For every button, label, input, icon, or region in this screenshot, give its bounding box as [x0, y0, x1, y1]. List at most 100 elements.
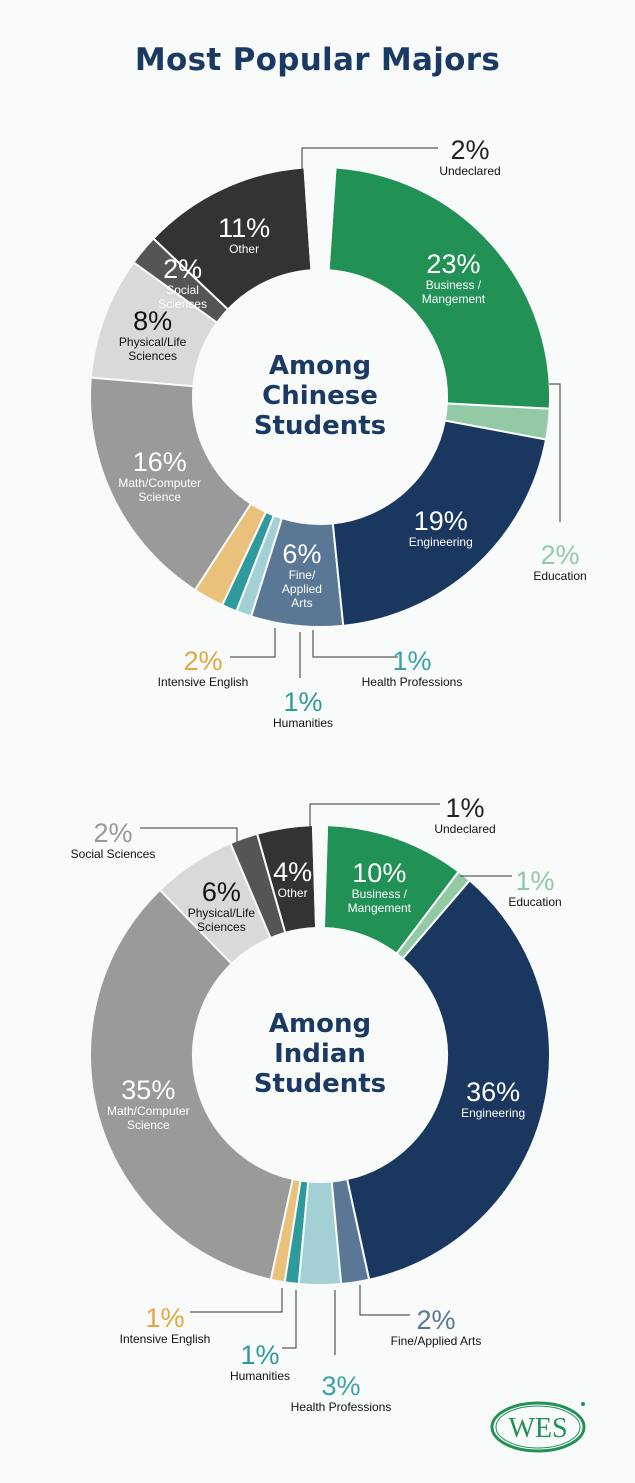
slice-business-mangement [327, 166, 551, 410]
slice-value: 1% [283, 687, 323, 717]
slice-fine-applied-arts [249, 516, 345, 628]
slice-value: 1% [445, 793, 485, 823]
slice-name: Mangement [347, 900, 411, 915]
slice-name: Business / [425, 278, 482, 293]
slice-undeclared [311, 823, 329, 930]
slice-label: 4% Other [273, 858, 312, 900]
slice-math-computer-science [89, 376, 253, 592]
center-line: Among [268, 1009, 372, 1039]
slice-name: Sciences [158, 297, 207, 312]
slice-value: 4% [273, 856, 313, 887]
slice-label: 19% Engineering [409, 507, 473, 549]
slice-name: Sciences [128, 349, 177, 363]
leader-line [301, 147, 438, 182]
slice-name: Math/Computer [106, 1103, 190, 1118]
slice-label: 2% Intensive English [158, 647, 249, 689]
slice-undeclared [303, 166, 337, 272]
slice-label: 8% Physical/Life Sciences [119, 307, 186, 363]
slice-name: Math/Computer [118, 475, 202, 490]
leader-line [549, 383, 561, 522]
slice-label: 1% Humanities [273, 688, 333, 730]
slice-business-mangement [322, 824, 461, 956]
slice-social-sciences [229, 832, 287, 940]
slice-value: 2% [163, 254, 203, 285]
slice-label: 6% Physical/Life Sciences [188, 878, 255, 934]
slice-value: 2% [450, 135, 490, 165]
leader-line [140, 827, 238, 843]
wes-logo: WES [490, 1401, 586, 1453]
slice-name: Science [126, 1117, 170, 1132]
slice-fine-applied-arts [330, 1177, 371, 1286]
slice-health-professions [297, 1180, 343, 1287]
slice-name: Intensive English [157, 675, 249, 689]
slice-label: 10% Business / Mangement [348, 859, 411, 915]
leader-line [359, 1285, 410, 1316]
slice-math-computer-science [89, 888, 295, 1281]
center-line: Indian [274, 1039, 366, 1069]
slice-value: 2% [183, 646, 223, 676]
slice-label: 36% Engineering [461, 1078, 525, 1120]
slice-label: 1% Undeclared [434, 794, 495, 836]
slice-name: Physical/Life [118, 335, 187, 349]
slice-name: Education [508, 895, 562, 909]
slice-name: Science [138, 489, 182, 504]
slice-value: 36% [466, 1076, 521, 1107]
slice-value: 1% [392, 646, 432, 676]
slice-name: Other [277, 885, 308, 900]
slice-label: 2% Social Sciences [158, 255, 207, 311]
slice-label: 23% Business / Mangement [422, 250, 485, 306]
leader-line [230, 628, 276, 658]
center-line: Chinese [262, 381, 378, 411]
slice-name: Other [229, 242, 260, 257]
slice-name: Humanities [229, 1369, 291, 1383]
slice-name: Physical/Life [187, 906, 256, 921]
chart-center-title-chinese: Among Chinese Students [220, 351, 420, 441]
slice-engineering [331, 419, 548, 627]
slice-social-sciences [132, 237, 230, 325]
slice-name: Fine/ [288, 567, 316, 582]
slice-value: 3% [321, 1371, 361, 1401]
page-title: Most Popular Majors [134, 42, 501, 78]
leader-line [309, 803, 440, 838]
slice-name: Engineering [408, 535, 473, 550]
center-line: Students [253, 1069, 387, 1099]
slice-label: 1% Education [508, 867, 561, 909]
slice-name: Undeclared [434, 822, 496, 836]
slice-label: 35% Math/Computer Science [107, 1076, 190, 1132]
slice-label: 11% Other [218, 214, 270, 256]
slice-value: 8% [133, 306, 173, 336]
slice-label: 1% Health Professions [362, 647, 463, 689]
slice-name: Applied [281, 581, 322, 596]
slice-name: Humanities [272, 716, 334, 730]
slice-value: 10% [352, 857, 407, 888]
slice-education [443, 402, 551, 441]
slice-label: 2% Undeclared [439, 136, 500, 178]
slice-name: Business / [351, 886, 407, 901]
slice-physical-life-sciences [89, 261, 219, 388]
slice-label: 1% Humanities [230, 1341, 290, 1383]
slice-value: 11% [218, 213, 271, 244]
slice-value: 1% [240, 1340, 280, 1370]
slice-value: 6% [201, 877, 241, 908]
slice-name: Mangement [421, 292, 486, 307]
chart-center-title-indian: Among Indian Students [220, 1009, 420, 1099]
slice-value: 16% [132, 446, 187, 477]
slice-name: Fine/Applied Arts [390, 1334, 482, 1348]
slice-value: 19% [413, 506, 468, 537]
slice-value: 2% [93, 818, 133, 848]
slice-name: Health Professions [290, 1400, 392, 1414]
slice-value: 2% [540, 540, 580, 570]
slice-value: 23% [426, 249, 481, 280]
slice-name: Undeclared [439, 164, 501, 178]
slice-physical-life-sciences [158, 841, 272, 966]
slice-name: Health Professions [361, 675, 463, 689]
leader-lines [140, 147, 561, 1355]
slice-value: 1% [515, 866, 555, 896]
slice-label: 2% Fine/Applied Arts [391, 1306, 482, 1348]
slice-label: 2% Education [533, 541, 586, 583]
slice-value: 35% [121, 1074, 176, 1105]
center-line: Students [253, 411, 387, 441]
slice-label: 3% Health Professions [291, 1372, 392, 1414]
